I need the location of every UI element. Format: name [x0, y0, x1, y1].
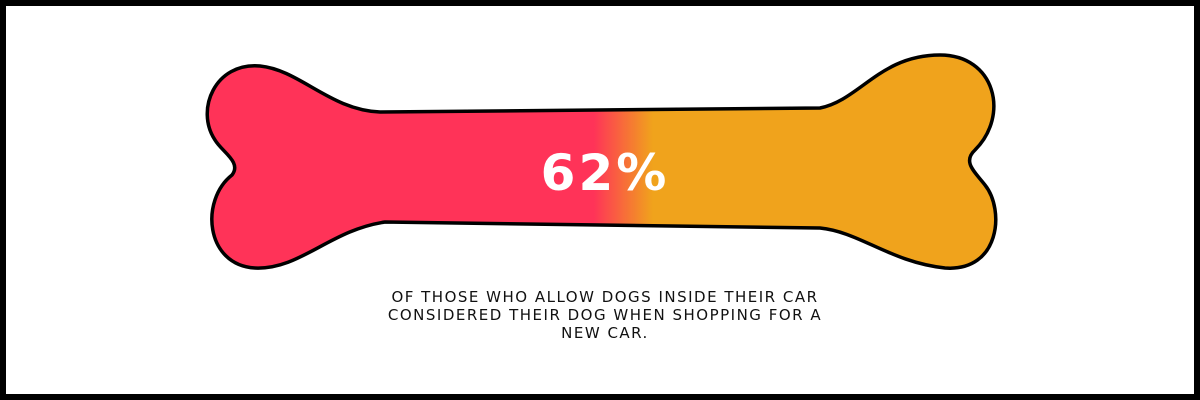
- caption-line: CONSIDERED THEIR DOG WHEN SHOPPING FOR A: [388, 306, 822, 324]
- stat-value: 62%: [541, 144, 670, 202]
- caption-line: NEW CAR.: [561, 324, 649, 342]
- caption-line: OF THOSE WHO ALLOW DOGS INSIDE THEIR CAR: [391, 288, 818, 306]
- bone: [205, 53, 998, 270]
